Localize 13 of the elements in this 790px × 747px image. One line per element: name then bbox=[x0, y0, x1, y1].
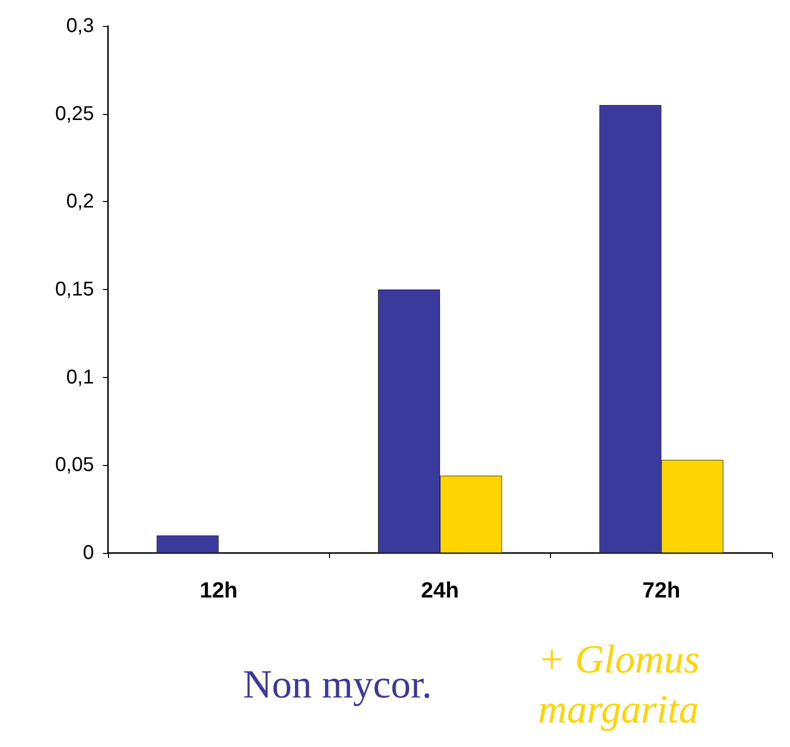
y-tick-label: 0,15 bbox=[55, 278, 94, 300]
x-tick-label: 24h bbox=[421, 578, 459, 602]
y-tick-label: 0,05 bbox=[55, 454, 94, 476]
y-tick-label: 0 bbox=[82, 542, 94, 564]
y-tick-label: 0,3 bbox=[66, 15, 94, 37]
text: + Glomus margarita bbox=[538, 636, 710, 732]
text: Non mycor. bbox=[243, 662, 432, 706]
y-tick-label: 0,2 bbox=[66, 190, 94, 213]
x-tick-label: 12h bbox=[200, 578, 238, 602]
y-tick-label: 0,1 bbox=[66, 366, 94, 388]
y-tick-label: 0,25 bbox=[55, 102, 94, 125]
x-tick-label: 72h bbox=[642, 578, 680, 602]
bar bbox=[156, 535, 219, 553]
